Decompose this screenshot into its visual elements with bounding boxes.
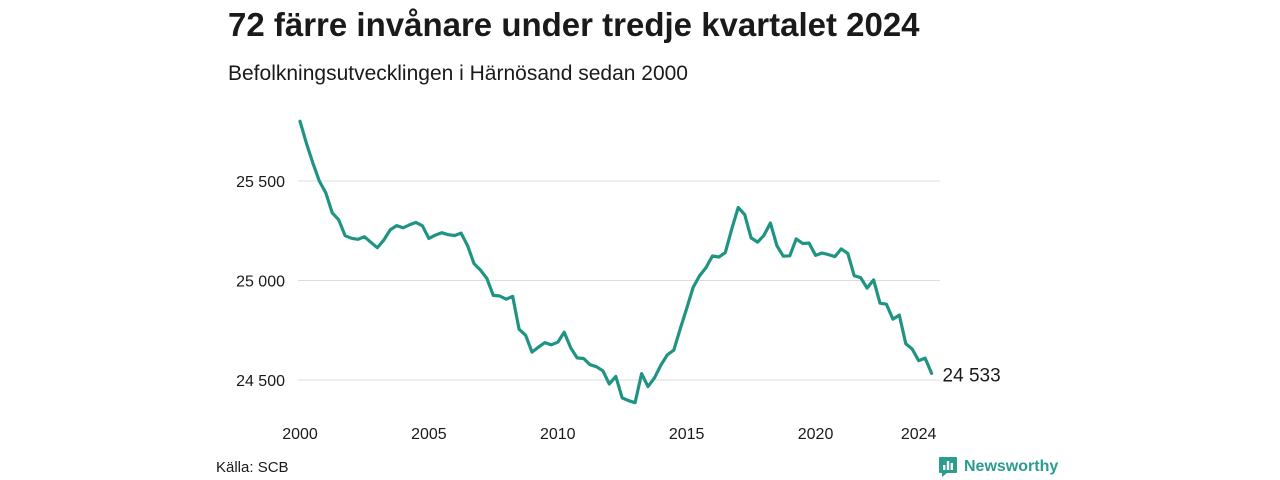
x-tick-label: 2010 [540,426,576,443]
y-tick-label: 24 500 [236,373,285,390]
y-tick-label: 25 000 [236,274,285,291]
x-axis-tick-labels: 2000 2005 2010 2015 2020 2024 [282,426,936,443]
y-axis-tick-labels: 24 500 25 000 25 500 [236,174,285,390]
x-tick-label: 2024 [901,426,937,443]
population-series-line [298,119,934,405]
x-tick-label: 2015 [669,426,705,443]
y-tick-label: 25 500 [236,174,285,191]
chart-title: 72 färre invånare under tredje kvartalet… [228,6,920,43]
x-tick-label: 2005 [411,426,447,443]
chart-subtitle: Befolkningsutvecklingen i Härnösand seda… [228,62,688,85]
last-value-label: 24 533 [943,365,1001,386]
brand-name: Newsworthy [964,458,1059,475]
source-credit: Källa: SCB [216,459,289,476]
x-tick-label: 2020 [798,426,834,443]
gridlines [298,180,940,381]
brand-logo[interactable]: Newsworthy [938,456,1058,478]
bar-chart-logo-icon [939,457,957,477]
x-tick-label: 2000 [282,426,318,443]
